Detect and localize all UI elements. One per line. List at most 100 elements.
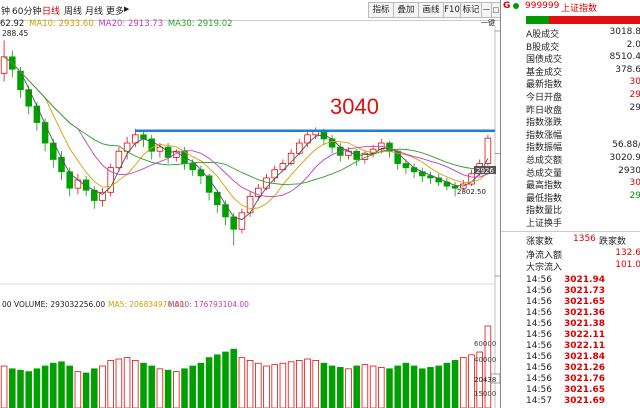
tab-weekly[interactable]: 周线 [64, 7, 83, 17]
f10-button[interactable]: F10 [443, 2, 461, 18]
quote-row: 昨日收盘 29 [501, 103, 640, 116]
volume-bar [50, 362, 57, 408]
quote-row-value: 3018.8 [609, 27, 640, 37]
vol-current-label: 20438 [474, 376, 496, 384]
tick-time: 14:56 [526, 297, 552, 307]
volume-bar [451, 360, 459, 408]
candle-body [328, 138, 336, 148]
tick-row: 14:56 3021.65 [501, 297, 640, 309]
volume-bar [361, 364, 369, 408]
tick-time: 14:56 [526, 319, 552, 329]
overlay-button[interactable]: 叠加 [393, 2, 419, 18]
quote-row: 最高指数 30 [501, 178, 640, 192]
volume-bar [33, 368, 41, 408]
tab-minute[interactable]: 钟 [1, 7, 11, 17]
quote-row: 总成交量 2930 [501, 166, 640, 179]
candle-body [66, 171, 73, 189]
quote-row-label: 最新指数 [526, 80, 563, 91]
more-arrow-icon[interactable]: ▶ [124, 5, 130, 13]
tick-row: 14:56 3021.73 [501, 286, 640, 298]
quote-row-value: 2.0 [626, 39, 640, 50]
candles [0, 40, 492, 246]
flow-row: 大宗流入 101.0 [501, 260, 640, 273]
candle-body [238, 212, 246, 230]
moving-averages [3, 56, 489, 221]
period-toolbar: 钟 60分钟 日线 周线 月线 更多 ▶ 指标 叠加 画线 F10 标记 一 □… [0, 0, 501, 27]
vol-axis-60000: 60000 [474, 340, 496, 348]
volume-ma5: MA5: 206834976.00 [108, 300, 184, 309]
mark-button[interactable]: 标记 [460, 2, 482, 18]
candle-body [107, 167, 114, 193]
low-price-label: 2802.50 [457, 188, 486, 196]
volume-bar [230, 348, 237, 408]
quote-row: 上证换手 [501, 216, 640, 229]
tick-price: 3021.94 [564, 275, 605, 285]
quote-row-label: 上证换手 [526, 219, 563, 229]
tick-price: 3021.26 [564, 363, 605, 373]
volume-bar [123, 357, 131, 408]
tick-price: 3021.65 [564, 385, 605, 395]
volume-bar [189, 365, 196, 408]
quote-row: 今日开盘 29 [501, 90, 640, 103]
quote-row: 国债成交 8510.4 [501, 52, 640, 65]
volume-bar [263, 365, 270, 408]
volume-bar [91, 368, 98, 408]
volume-bar [460, 357, 467, 408]
one-click-label[interactable]: 一键 [481, 19, 495, 27]
quote-row-label: 最低指数 [526, 193, 563, 204]
volume-bar [312, 360, 319, 408]
indicator-button[interactable]: 指标 [368, 2, 394, 18]
candle-body [271, 169, 278, 179]
volume-prefix: 00 [2, 300, 12, 309]
index-code: 999999 [525, 1, 560, 11]
volume-bar [74, 371, 82, 408]
ma20-value: MA20: 2913.73 [98, 19, 164, 29]
flow-row: 净流入额 132.6 [501, 248, 640, 261]
volume-bar [296, 360, 303, 408]
quote-row: 指数涨跌 [501, 115, 640, 128]
quote-row: A股成交 3018.8 [501, 27, 640, 40]
quote-row-value: 378.6 [615, 64, 640, 75]
tab-monthly[interactable]: 月线 [85, 7, 104, 17]
ma10-line [3, 56, 489, 210]
tick-price: 3022.11 [564, 330, 605, 340]
candle-body [484, 137, 492, 164]
quote-row-label: 昨日收盘 [526, 105, 563, 116]
tick-time: 14:56 [526, 308, 552, 318]
candle-body [115, 150, 123, 169]
candle-body [369, 148, 377, 154]
candle-body [402, 163, 410, 169]
tick-row: 14:56 3021.65 [501, 385, 640, 397]
vol-axis-15000: 15000 [474, 390, 496, 398]
draw-line-button[interactable]: 画线 [418, 2, 444, 18]
candle-body [205, 175, 213, 193]
tick-time: 14:56 [526, 385, 552, 395]
quote-row: B股成交 2.0 [501, 39, 640, 53]
tick-price: 3021.36 [564, 308, 605, 318]
badge-g: G [503, 1, 511, 11]
up-count-label: 涨家数 [526, 237, 554, 247]
tab-60min[interactable]: 60分钟 [12, 7, 42, 17]
tick-row: 14:56 3021.76 [501, 374, 640, 386]
tab-more[interactable]: 更多 [106, 7, 125, 17]
tick-price: 3021.73 [564, 286, 605, 296]
volume-bar [320, 362, 328, 408]
kline-chart[interactable]: 3040 288.45 3283 2984 2686 2926 2802.50 … [0, 26, 500, 408]
volume-bar [394, 365, 401, 408]
quote-row-label: 最高指数 [526, 181, 563, 192]
tab-daily[interactable]: 日线 [42, 7, 61, 17]
quote-row-value: 8510.4 [609, 52, 640, 63]
volume-bar [156, 368, 164, 408]
candle-body [156, 146, 164, 152]
volume-bar [271, 364, 278, 408]
status-dot-icon [513, 3, 519, 9]
tick-row: 14:56 3021.26 [501, 363, 640, 375]
candle-body [33, 105, 41, 123]
volume-bar [369, 365, 377, 408]
volume-bar [205, 357, 213, 408]
tick-price: 3022.11 [564, 341, 605, 351]
tick-row: 14:56 3021.94 [501, 275, 640, 287]
volume-bar [181, 368, 188, 408]
quote-row-value: 29 [629, 90, 640, 100]
volume-current-marker [490, 373, 500, 384]
